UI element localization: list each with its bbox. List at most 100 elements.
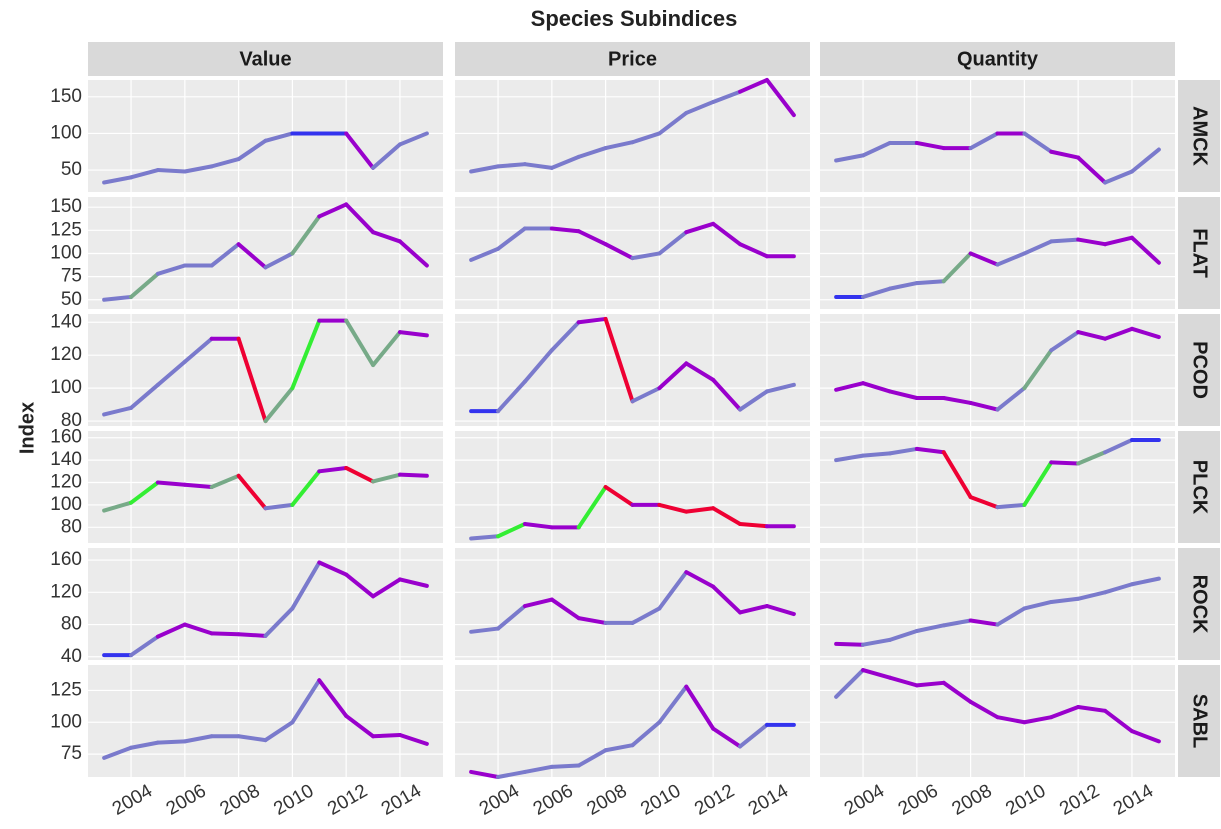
x-tick-label: 2004: [841, 780, 888, 820]
line-segment: [1076, 450, 1108, 466]
line-segment: [914, 680, 946, 688]
y-tick-label: 50: [61, 289, 82, 310]
line-segment: [344, 713, 376, 739]
y-tick-label: 100: [50, 242, 82, 263]
line-segment: [263, 720, 295, 743]
line-segment: [129, 740, 160, 750]
line-segment: [1076, 705, 1108, 713]
line-segment: [1103, 169, 1134, 185]
line-segment: [1049, 460, 1081, 466]
line-segment: [887, 675, 919, 688]
x-tick-label: 2004: [109, 780, 156, 820]
line-segment: [576, 146, 608, 159]
panel-background: [820, 80, 1175, 192]
line-segment: [549, 154, 581, 170]
y-tick-label: 120: [50, 581, 82, 602]
row-strip: [1178, 431, 1220, 543]
row-strip: [1178, 197, 1220, 309]
line-segment: [603, 140, 635, 151]
line-segment: [1129, 326, 1161, 340]
x-tick-label: 2010: [1002, 780, 1049, 819]
y-tick-label: 120: [50, 472, 82, 493]
line-segment: [129, 168, 160, 180]
line-segment: [317, 202, 349, 219]
line-segment: [102, 175, 134, 185]
line-segment: [263, 251, 295, 270]
line-segment: [469, 534, 501, 541]
y-tick-label: 140: [50, 311, 82, 332]
line-segment: [549, 226, 581, 234]
y-tick-label: 100: [50, 494, 82, 515]
line-segment: [522, 764, 554, 774]
line-segment: [155, 359, 187, 387]
line-segment: [1049, 149, 1081, 160]
line-segment: [968, 699, 1000, 720]
y-tick-label: 125: [50, 219, 82, 240]
line-segment: [968, 131, 1000, 151]
line-segment: [1076, 590, 1108, 601]
line-segment: [630, 131, 662, 145]
line-segment: [711, 221, 743, 247]
line-segment: [995, 251, 1027, 267]
x-tick-label: 2006: [530, 780, 577, 819]
line-segment: [968, 618, 1000, 627]
panel-background: [88, 431, 443, 543]
line-segment: [861, 381, 892, 394]
panel-background: [88, 314, 443, 426]
line-segment: [1103, 582, 1134, 595]
line-segment: [182, 482, 214, 489]
line-segment: [155, 739, 187, 745]
line-segment: [129, 271, 160, 299]
line-segment: [861, 286, 892, 299]
line-segment: [684, 221, 716, 235]
line-segment: [941, 396, 973, 405]
line-segment: [603, 242, 635, 261]
line-segment: [603, 316, 635, 404]
line-segment: [496, 521, 527, 539]
line-segment: [576, 229, 608, 247]
y-tick-label: 150: [50, 196, 82, 217]
line-segment: [887, 446, 919, 456]
line-segment: [102, 745, 134, 760]
x-tick-label: 2014: [1110, 780, 1157, 820]
line-segment: [576, 485, 608, 530]
line-segment: [995, 386, 1027, 412]
line-segment: [371, 472, 402, 484]
column-strip-label: Price: [608, 48, 657, 70]
line-segment: [834, 453, 866, 463]
row-strip: [1178, 314, 1220, 426]
line-segment: [861, 451, 892, 458]
row-strip-label: PLCK: [1189, 460, 1211, 515]
line-segment: [764, 604, 796, 617]
line-segment: [684, 684, 716, 731]
line-segment: [684, 99, 716, 115]
y-tick-label: 100: [50, 122, 82, 143]
line-segment: [182, 336, 214, 364]
line-segment: [1103, 708, 1134, 734]
line-segment: [236, 242, 268, 270]
line-segment: [1049, 596, 1081, 604]
line-segment: [1022, 131, 1054, 154]
line-segment: [496, 604, 527, 631]
line-segment: [155, 263, 187, 276]
line-segment: [995, 502, 1027, 510]
line-segment: [738, 521, 769, 529]
line-segment: [344, 465, 376, 484]
y-tick-label: 150: [50, 86, 82, 107]
row-strip-label: ROCK: [1189, 575, 1211, 634]
panel-background: [455, 665, 810, 777]
line-segment: [941, 618, 973, 628]
column-strip: [820, 42, 1175, 76]
line-segment: [914, 446, 946, 455]
line-segment: [290, 469, 322, 507]
row-strip: [1178, 665, 1220, 777]
line-segment: [861, 637, 892, 647]
line-segment: [576, 748, 608, 768]
line-segment: [182, 622, 214, 636]
row-strip-label: FLAT: [1189, 228, 1211, 278]
line-segment: [887, 389, 919, 400]
line-segment: [738, 242, 769, 259]
y-tick-label: 75: [61, 743, 82, 764]
line-segment: [1049, 330, 1081, 353]
line-segment: [630, 606, 662, 625]
